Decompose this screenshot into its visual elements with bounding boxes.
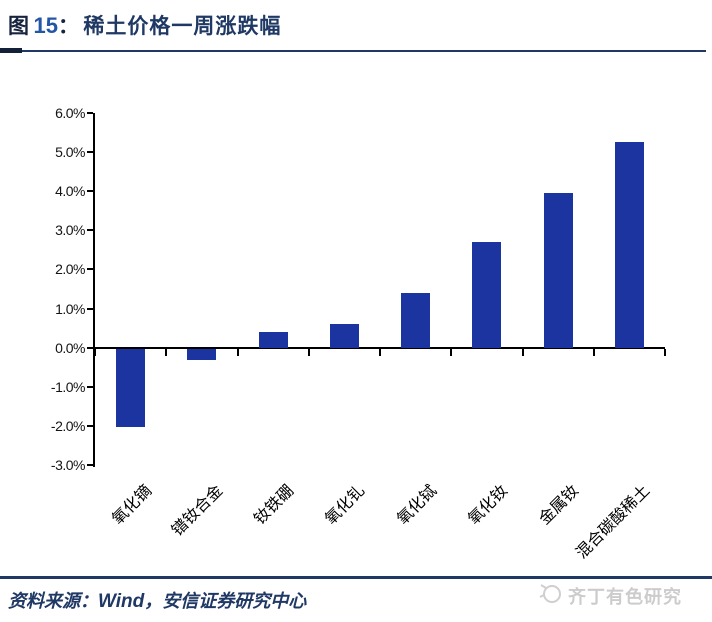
source-rest: 安信证券研究中心 [162,591,307,612]
x-axis-category-label: 混合碳酸稀土 [572,480,654,563]
source-comma: ， [144,591,163,612]
x-axis-tick [379,348,381,356]
y-axis-tick-label: -3.0% [50,457,86,473]
y-axis-tick [87,307,93,310]
y-axis-tick [87,346,93,349]
y-axis-tick-label: 5.0% [55,144,85,161]
y-axis-tick-label: 0.0% [55,339,85,356]
x-axis-category-label: 氧化铽 [392,480,440,529]
y-axis-tick-label: -2.0% [50,417,86,434]
bar-混合碳酸稀土 [614,142,644,348]
source-prefix: 资料来源： [8,591,98,612]
sun-logo-icon [538,581,564,610]
bar-钕铁硼 [258,332,288,348]
x-axis-zero-line [95,346,665,349]
x-axis-tick [592,348,595,356]
x-axis-category-label: 金属钕 [535,480,583,529]
bar-镨钕合金 [187,348,217,361]
title-underline-dash [0,48,22,53]
y-axis-tick [87,424,93,427]
chart-title: 稀土价格一周涨跌幅 [83,13,282,38]
y-axis-tick [87,229,93,232]
figure-header: 图 15： 稀土价格一周涨跌幅 [8,10,708,46]
y-axis-tick [87,151,93,154]
y-axis-tick [87,112,93,114]
bar-氧化钆 [329,324,359,348]
x-axis-tick [165,348,168,356]
y-axis-tick-label: -1.0% [50,378,86,395]
y-axis-tick-label: 1.0% [55,300,85,317]
x-axis-tick [307,348,310,356]
bar-金属钕 [543,193,573,348]
x-axis-tick [94,348,96,356]
y-axis-tick [87,190,93,193]
figure-separator: ： [57,13,79,38]
y-axis-tick-label: 3.0% [55,222,85,239]
x-axis-category-label: 氧化镝 [107,480,155,529]
x-axis-tick [664,348,666,356]
x-axis-tick [450,348,453,356]
bar-氧化铽 [401,292,431,348]
y-axis-tick [87,464,93,466]
title-underline [0,50,706,52]
y-axis-tick-label: 4.0% [55,183,85,200]
bar-氧化镝 [116,348,146,427]
source-wind: Wind [98,591,145,612]
source-line: 资料来源：Wind，安信证券研究中心 [8,587,306,613]
y-axis-tick [87,385,93,388]
x-axis-category-label: 氧化钕 [463,480,512,529]
watermark-text: 齐丁有色研究 [568,586,682,607]
x-axis-category-label: 钕铁硼 [250,480,298,529]
y-axis-tick [87,268,93,271]
x-axis-category-label: 镨钕合金 [167,480,227,540]
footer-divider [0,576,712,579]
x-axis-tick [521,348,524,356]
watermark: 齐丁有色研究 [538,581,682,610]
bar-氧化钕 [472,242,502,348]
y-axis-line [93,113,95,467]
x-axis-category-label: 氧化钆 [321,480,369,529]
figure-label: 图 [8,13,29,38]
y-axis-tick-label: 2.0% [55,261,85,278]
figure-number: 15 [33,13,58,38]
y-axis-tick-label: 6.0% [55,105,85,121]
x-axis-tick [236,348,239,356]
